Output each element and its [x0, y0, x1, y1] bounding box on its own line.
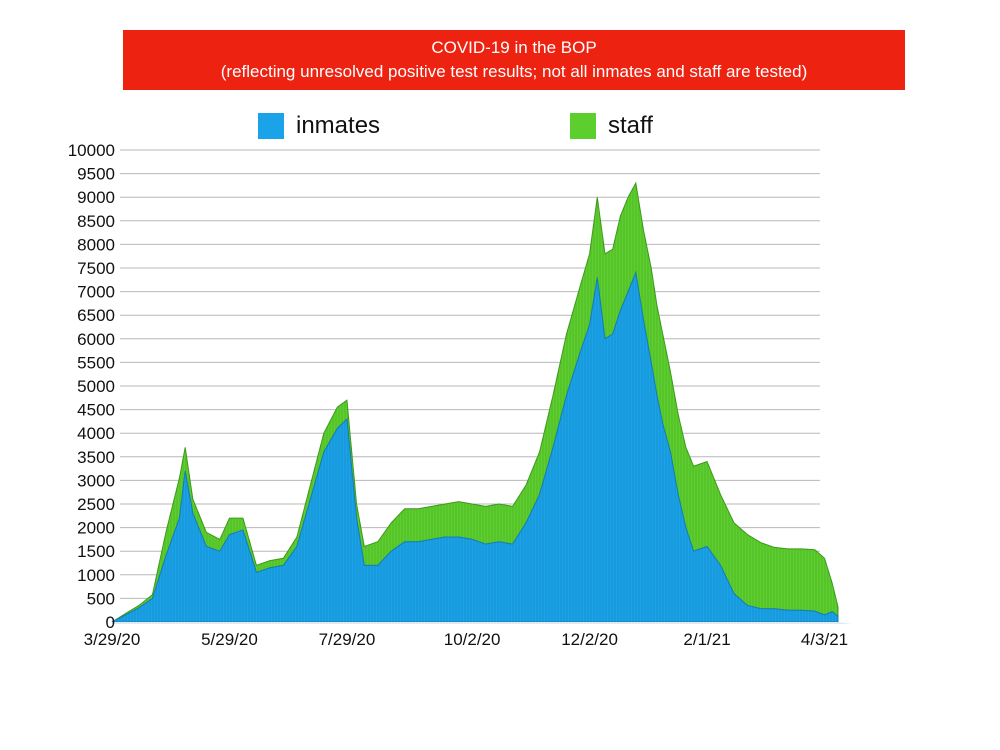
y-tick-label: 9000	[77, 188, 115, 207]
chart-floor	[112, 622, 852, 624]
y-tick-label: 10000	[68, 141, 115, 160]
y-tick-label: 2000	[77, 519, 115, 538]
legend-item-staff: staff	[570, 112, 653, 140]
y-tick-label: 3000	[77, 471, 115, 490]
area-layer	[111, 181, 852, 624]
y-tick-label: 5500	[77, 353, 115, 372]
legend-swatch-staff	[570, 113, 596, 139]
y-tick-label: 5000	[77, 377, 115, 396]
x-tick-label: 4/3/21	[801, 630, 848, 649]
x-tick-label: 12/2/20	[561, 630, 618, 649]
y-tick-label: 6500	[77, 306, 115, 325]
x-tick-label: 7/29/20	[319, 630, 376, 649]
y-tick-label: 7500	[77, 259, 115, 278]
x-tick-label: 5/29/20	[201, 630, 258, 649]
chart-subtitle: (reflecting unresolved positive test res…	[220, 62, 808, 81]
legend-label-inmates: inmates	[296, 112, 381, 139]
x-tick-label: 2/1/21	[683, 630, 730, 649]
y-axis-ticks: 0 500 1000 1500 2000 2500 3000 3500 4000 4500 5000…	[68, 141, 115, 632]
legend-item-inmates: inmates	[258, 112, 380, 140]
y-tick-label: 1500	[77, 542, 115, 561]
legend-swatch-inmates	[258, 113, 284, 139]
y-tick-label: 9500	[77, 165, 115, 184]
y-tick-label: 3500	[77, 448, 115, 467]
legend-label-staff: staff	[608, 112, 653, 139]
x-tick-label: 10/2/20	[444, 630, 501, 649]
y-tick-label: 8500	[77, 212, 115, 231]
chart-title-banner: COVID-19 in the BOP (reflecting unresolv…	[123, 30, 905, 90]
x-axis-ticks: 3/29/20 5/29/20 7/29/20 10/2/20 12/2/20 2/1/2…	[84, 630, 849, 649]
y-tick-label: 8000	[77, 235, 115, 254]
x-tick-label: 3/29/20	[84, 630, 141, 649]
y-tick-label: 4000	[77, 424, 115, 443]
y-tick-label: 0	[106, 613, 115, 632]
y-tick-label: 500	[87, 589, 115, 608]
y-tick-label: 7000	[77, 283, 115, 302]
y-tick-label: 1000	[77, 566, 115, 585]
y-tick-label: 2500	[77, 495, 115, 514]
y-tick-label: 4500	[77, 401, 115, 420]
chart-title: COVID-19 in the BOP	[431, 38, 597, 57]
y-tick-label: 6000	[77, 330, 115, 349]
